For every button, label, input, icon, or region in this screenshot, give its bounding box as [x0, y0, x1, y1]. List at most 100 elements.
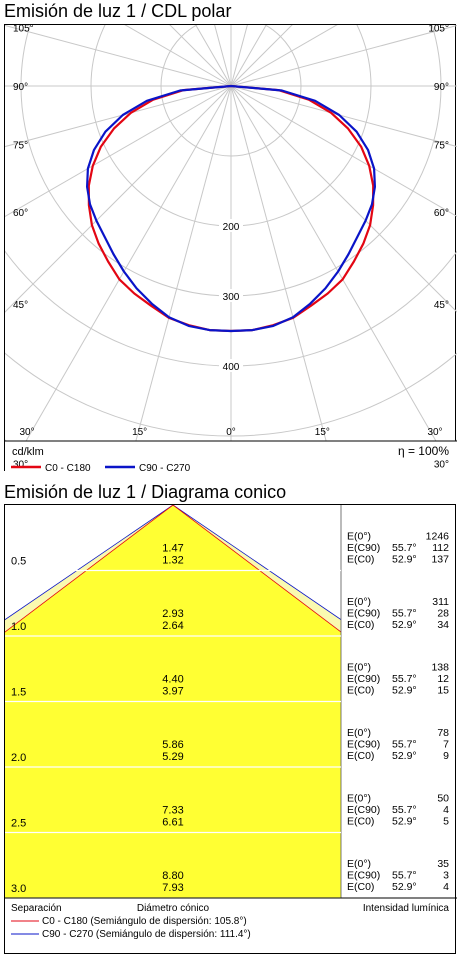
polar-unit-label: cd/klm — [12, 446, 44, 458]
row-ec90-angle: 55.7° — [392, 673, 417, 685]
angle-label-right: 30° — [434, 460, 449, 471]
angle-label-right: 90° — [434, 82, 449, 93]
footer-legend-c90-label: C90 - C270 (Semiángulo de dispersión: 11… — [42, 929, 251, 940]
row-ec0-label: E(C0) — [347, 685, 374, 697]
legend-c0-c180-label: C0 - C180 — [45, 463, 91, 472]
row-e0-value: 311 — [432, 596, 449, 608]
footer-intensity-label: Intensidad lumínica — [363, 903, 450, 914]
row-ec90-label: E(C90) — [347, 608, 380, 620]
row-diameter-c90: 4.40 — [162, 674, 183, 686]
polar-grid-spoke — [127, 85, 232, 472]
footer-separation-label: Separación — [11, 903, 62, 914]
polar-grid-spoke — [5, 85, 232, 313]
angle-label-bottom: 15° — [132, 427, 147, 438]
polar-grid-spoke — [7, 85, 232, 472]
angle-label-left: 30° — [13, 460, 28, 471]
row-diameter-c90: 8.80 — [162, 870, 183, 882]
efficiency-label: η = 100% — [398, 444, 449, 458]
row-ec0-value: 9 — [443, 750, 449, 762]
row-ec90-value: 3 — [443, 870, 449, 882]
radial-tick-bg — [219, 359, 243, 372]
polar-grid-spoke — [230, 85, 457, 148]
row-ec90-label: E(C90) — [347, 804, 380, 816]
angle-label-right: 60° — [434, 208, 449, 219]
row-ec90-angle: 55.7° — [392, 608, 417, 620]
row-ec90-angle: 55.7° — [392, 870, 417, 882]
row-e0-value: 1246 — [426, 531, 450, 543]
row-ec90-value: 4 — [443, 804, 449, 816]
polar-grid-spoke — [230, 85, 455, 472]
row-ec0-angle: 52.9° — [392, 816, 417, 828]
row-e0-value: 50 — [437, 793, 449, 805]
cone-diagram-frame: 0.5 1.47 1.32 E(0°) 1246 E(C90) 55.7° 112 E(C0) 5… — [4, 504, 457, 954]
row-e0-label: E(0°) — [347, 596, 371, 608]
polar-grid-spoke — [230, 85, 335, 472]
row-separation-label: 2.0 — [11, 752, 26, 764]
legend-c90-c270-label: C90 - C270 — [139, 463, 191, 472]
row-ec0-label: E(C0) — [347, 750, 374, 762]
polar-grid-spoke — [5, 85, 232, 148]
polar-grid-spoke — [230, 85, 457, 313]
row-ec90-value: 112 — [432, 542, 449, 554]
radial-tick-label: 200 — [223, 222, 240, 233]
row-ec0-label: E(C0) — [347, 554, 374, 566]
row-ec90-angle: 55.7° — [392, 739, 417, 751]
row-ec0-value: 34 — [437, 619, 449, 631]
polar-chart-frame: 200 300 400 105° 105° 90° 90° 75° 75° 60° 60° 45° 45… — [4, 24, 457, 472]
cone-diagram: 0.5 1.471.32 E(0°) 1246 E(C90) 55.7° 112 E(C0) 5… — [5, 505, 457, 940]
row-separation-label: 0.5 — [11, 556, 26, 568]
polar-grid — [5, 25, 457, 472]
row-ec0-label: E(C0) — [347, 881, 374, 893]
row-ec90-label: E(C90) — [347, 739, 380, 751]
polar-chart-title: Emisión de luz 1 / CDL polar — [4, 1, 232, 21]
row-separation-label: 2.5 — [11, 818, 26, 830]
row-ec0-angle: 52.9° — [392, 619, 417, 631]
row-ec90-label: E(C90) — [347, 870, 380, 882]
row-e0-value: 138 — [431, 662, 449, 674]
row-ec90-value: 7 — [443, 739, 449, 751]
row-diameter-c0: 6.61 — [162, 817, 183, 829]
row-ec0-angle: 52.9° — [392, 685, 417, 697]
row-ec90-label: E(C90) — [347, 542, 380, 554]
row-ec90-value: 28 — [437, 608, 449, 620]
polar-grid-spoke — [5, 85, 232, 218]
footer-legend-c0-label: C0 - C180 (Semiángulo de dispersión: 105… — [42, 916, 247, 927]
row-diameter-c90: 5.86 — [162, 739, 183, 751]
row-ec90-value: 12 — [437, 673, 449, 685]
row-diameter-c0: 3.97 — [162, 686, 183, 698]
radial-tick-bg — [219, 219, 243, 232]
row-ec90-angle: 55.7° — [392, 542, 417, 554]
row-diameter-c0: 1.32 — [162, 555, 183, 567]
polar-grid-spoke — [230, 25, 457, 87]
row-diameter-c0: 5.29 — [162, 751, 183, 763]
angle-label-right: 45° — [434, 300, 449, 311]
row-e0-label: E(0°) — [347, 858, 371, 870]
radial-tick-bg — [219, 289, 243, 302]
row-ec0-angle: 52.9° — [392, 554, 417, 566]
angle-label-right: 105° — [428, 25, 449, 35]
row-ec0-label: E(C0) — [347, 816, 374, 828]
row-diameter-c0: 2.64 — [162, 620, 183, 632]
row-ec90-label: E(C90) — [347, 673, 380, 685]
row-e0-label: E(0°) — [347, 793, 371, 805]
row-e0-value: 35 — [437, 858, 449, 870]
angle-label-bottom: 15° — [315, 427, 330, 438]
row-e0-label: E(0°) — [347, 531, 371, 543]
row-diameter-c90: 2.93 — [162, 608, 183, 620]
row-diameter-c90: 1.47 — [162, 543, 183, 555]
row-separation-label: 1.5 — [11, 687, 26, 699]
row-e0-value: 78 — [437, 727, 449, 739]
row-e0-label: E(0°) — [347, 662, 371, 674]
footer-diameter-label: Diámetro cónico — [137, 903, 210, 914]
row-ec0-angle: 52.9° — [392, 750, 417, 762]
row-diameter-c90: 7.33 — [162, 805, 183, 817]
row-ec0-value: 5 — [443, 816, 449, 828]
angle-label-bottom: 30° — [427, 427, 442, 438]
series-c90-c270-curve — [85, 84, 376, 333]
angle-label-left: 105° — [13, 25, 34, 35]
polar-grid-spoke — [230, 85, 457, 218]
radial-tick-label: 300 — [223, 292, 240, 303]
angle-label-left: 75° — [13, 140, 28, 151]
cone-diagram-title: Emisión de luz 1 / Diagrama conico — [4, 482, 287, 502]
angle-label-left: 60° — [13, 208, 28, 219]
